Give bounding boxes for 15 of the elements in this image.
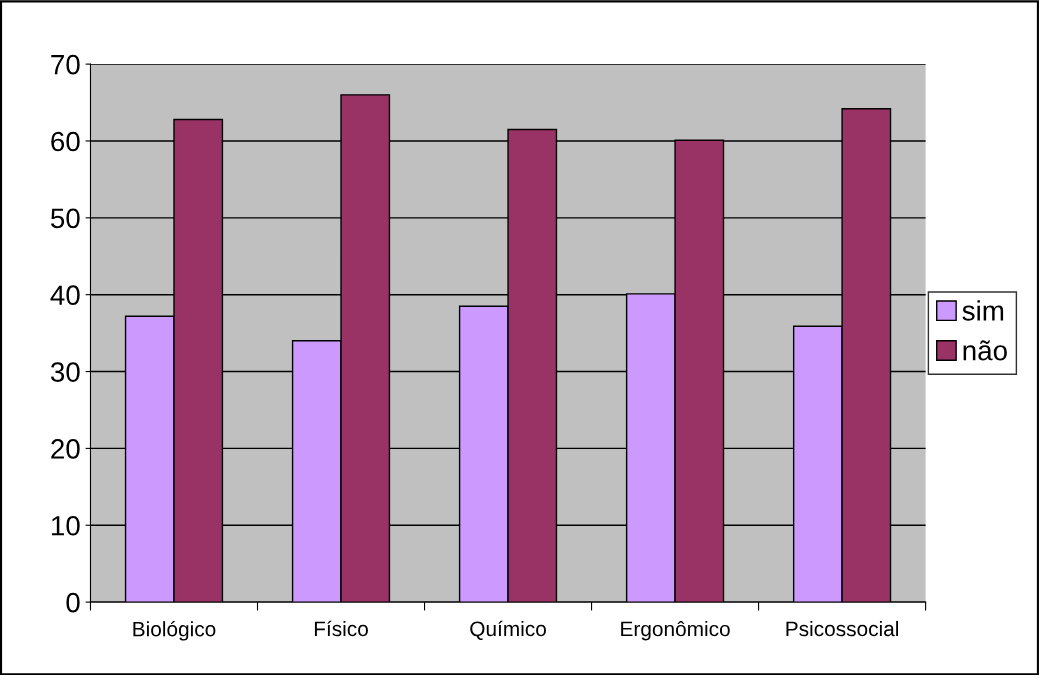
x-tick-label: Biológico [133,620,216,641]
y-tick-label: 0 [66,592,80,613]
y-tick-label: 20 [51,439,80,459]
y-tick-label: 50 [50,208,80,229]
x-tick-label: Químico [470,620,546,640]
y-tick-label: 70 [51,54,80,75]
legend-label: sim [962,300,1004,321]
y-tick-label: 60 [51,131,80,152]
y-tick-label: 40 [50,285,80,306]
x-tick-label: Ergonômico [621,620,730,641]
y-tick-label: 30 [50,362,80,382]
y-tick-label: 10 [51,515,80,536]
x-tick-label: Físico [314,620,368,637]
legend-label: não [963,340,1007,361]
x-tick-label: Psicossocial [786,620,899,637]
